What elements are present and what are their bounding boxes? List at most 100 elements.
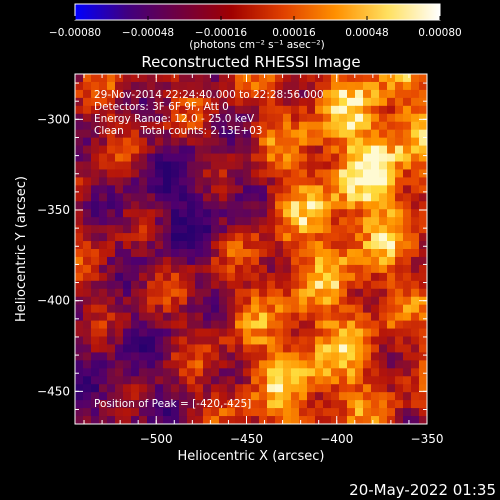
heatmap-cell — [315, 344, 324, 353]
heatmap-cell — [331, 209, 340, 218]
heatmap-cell — [395, 169, 404, 178]
heatmap-cell — [275, 256, 284, 266]
heatmap-cell — [379, 376, 388, 385]
heatmap-cell — [275, 193, 284, 202]
heatmap-cell — [115, 408, 124, 417]
heatmap-cell — [107, 241, 116, 250]
heatmap-cell — [147, 177, 156, 186]
heatmap-cell — [339, 288, 348, 298]
heatmap-cell — [123, 249, 132, 258]
heatmap-cell — [419, 185, 427, 194]
heatmap-cell — [131, 256, 140, 266]
heatmap-cell — [411, 352, 420, 361]
heatmap-cell — [83, 264, 92, 274]
heatmap-cell — [363, 209, 372, 218]
heatmap-cell — [347, 217, 356, 226]
heatmap-cell — [171, 137, 180, 147]
heatmap-cell — [419, 105, 427, 115]
heatmap-cell — [411, 272, 420, 282]
heatmap-cell — [251, 129, 260, 139]
heatmap-cell — [211, 97, 220, 107]
heatmap-cell — [115, 368, 124, 377]
heatmap-cell — [387, 121, 396, 131]
heatmap-cell — [379, 113, 388, 123]
heatmap-cell — [155, 169, 164, 178]
heatmap-cell — [411, 81, 420, 91]
heatmap-cell — [171, 185, 180, 194]
heatmap-cell — [331, 185, 340, 194]
heatmap-cell — [355, 185, 364, 194]
heatmap-cell — [251, 272, 260, 282]
heatmap-cell — [131, 81, 140, 91]
heatmap-cell — [227, 320, 236, 330]
heatmap-cell — [363, 169, 372, 178]
heatmap-cell — [115, 288, 124, 298]
heatmap-cell — [227, 217, 236, 226]
heatmap-cell — [251, 74, 260, 83]
heatmap-cell — [371, 145, 380, 155]
heatmap-cell — [379, 296, 388, 306]
heatmap-cell — [107, 161, 116, 171]
heatmap-cell — [179, 105, 188, 115]
heatmap-cell — [171, 328, 180, 338]
heatmap-cell — [131, 416, 140, 424]
heatmap-cell — [299, 288, 308, 298]
heatmap-cell — [403, 368, 412, 377]
heatmap-cell — [163, 81, 172, 91]
heatmap-cell — [75, 256, 84, 266]
heatmap-cell — [91, 360, 100, 369]
heatmap-cell — [315, 113, 324, 123]
heatmap-cell — [403, 344, 412, 353]
heatmap-cell — [131, 288, 140, 298]
heatmap-cell — [99, 264, 108, 274]
heatmap-cell — [331, 256, 340, 266]
heatmap-cell — [107, 352, 116, 361]
heatmap-cell — [347, 320, 356, 330]
heatmap-cell — [171, 264, 180, 274]
heatmap-cell — [107, 376, 116, 385]
heatmap-cell — [371, 169, 380, 178]
heatmap-cell — [323, 368, 332, 377]
heatmap-cell — [395, 201, 404, 210]
heatmap-cell — [371, 225, 380, 234]
heatmap-cell — [419, 241, 427, 250]
heatmap-cell — [115, 312, 124, 322]
heatmap-cell — [163, 376, 172, 385]
heatmap-cell — [171, 161, 180, 171]
heatmap-cell — [171, 74, 180, 83]
heatmap-cell — [139, 129, 148, 139]
heatmap-cell — [355, 74, 364, 83]
heatmap-cell — [139, 217, 148, 226]
heatmap-cell — [259, 153, 268, 163]
heatmap-cell — [371, 408, 380, 417]
heatmap-cell — [131, 360, 140, 369]
heatmap-cell — [131, 296, 140, 306]
heatmap-cell — [211, 352, 220, 361]
heatmap-cell — [123, 137, 132, 147]
heatmap-cell — [227, 145, 236, 155]
heatmap-cell — [323, 344, 332, 353]
heatmap-cell — [267, 233, 276, 242]
heatmap-cell — [203, 137, 212, 147]
heatmap-cell — [291, 153, 300, 163]
heatmap-cell — [403, 113, 412, 123]
heatmap-cell — [355, 89, 364, 99]
heatmap-cell — [99, 153, 108, 163]
heatmap-cell — [371, 121, 380, 131]
heatmap-cell — [291, 288, 300, 298]
heatmap-cell — [371, 217, 380, 226]
heatmap-cell — [179, 193, 188, 202]
annotation-clean-counts: Clean Total counts: 2.13E+03 — [94, 125, 263, 137]
heatmap-cell — [75, 81, 84, 91]
heatmap-cell — [91, 217, 100, 226]
heatmap-cell — [387, 129, 396, 139]
heatmap-cell — [139, 264, 148, 274]
heatmap-cell — [251, 185, 260, 194]
heatmap-cell — [235, 384, 244, 393]
heatmap-cell — [275, 177, 284, 186]
heatmap-cell — [155, 400, 164, 409]
heatmap-cell — [347, 304, 356, 314]
heatmap-cell — [355, 416, 364, 424]
heatmap-cell — [211, 137, 220, 147]
heatmap-cell — [307, 105, 316, 115]
